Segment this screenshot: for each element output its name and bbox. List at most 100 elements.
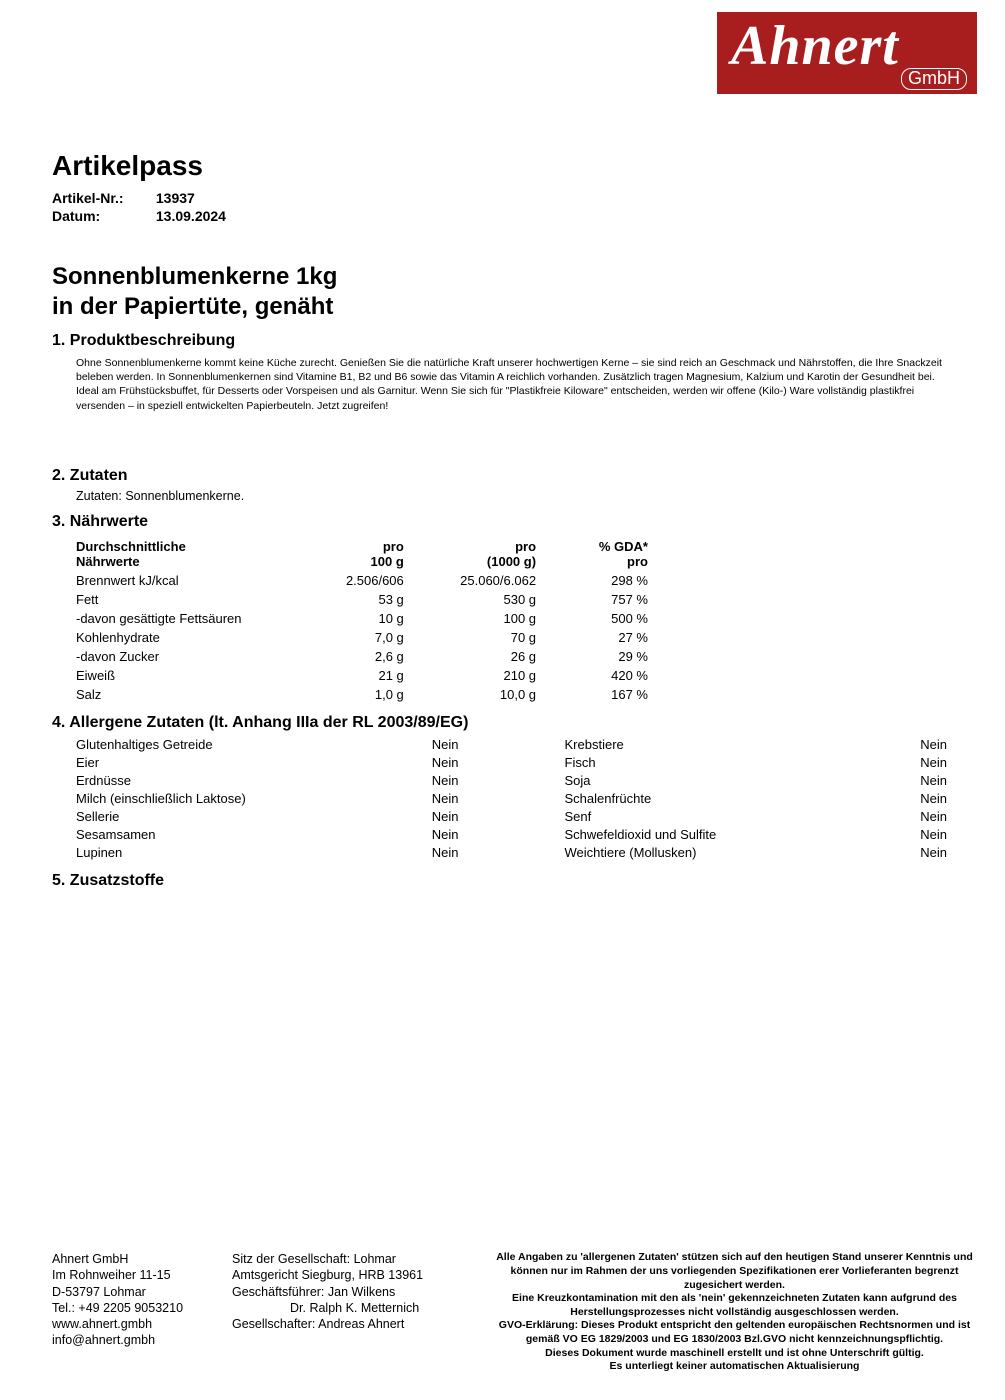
nutrition-row: Kohlenhydrate7,0 g70 g27 % bbox=[76, 628, 656, 647]
nutr-name: -davon Zucker bbox=[76, 647, 300, 666]
allergen-value: Nein bbox=[432, 755, 465, 770]
ingredients-text: Zutaten: Sonnenblumenkerne. bbox=[76, 489, 953, 503]
allergen-name: Weichtiere (Mollusken) bbox=[565, 845, 697, 860]
footer-disclaimer: Alle Angaben zu 'allergenen Zutaten' stü… bbox=[482, 1251, 987, 1374]
allergen-value: Nein bbox=[920, 773, 953, 788]
allergen-row: Schwefeldioxid und SulfiteNein bbox=[565, 826, 954, 844]
allergen-value: Nein bbox=[432, 809, 465, 824]
allergen-row: Senf Nein bbox=[565, 808, 954, 826]
allergen-name: Sesamsamen bbox=[76, 827, 155, 842]
allergen-name: Senf bbox=[565, 809, 592, 824]
disclaimer-2: Eine Kreuzkontamination mit den als 'nei… bbox=[482, 1292, 987, 1319]
nutr-gda: 167 % bbox=[544, 685, 656, 704]
product-title: Sonnenblumenkerne 1kg in der Papiertüte,… bbox=[52, 262, 953, 322]
legal-ceo2: Dr. Ralph K. Metternich bbox=[232, 1300, 462, 1316]
allergen-value: Nein bbox=[432, 773, 465, 788]
nutr-gda: 757 % bbox=[544, 590, 656, 609]
nutr-gda: 298 % bbox=[544, 571, 656, 590]
nutrition-row: Eiweiß21 g210 g420 % bbox=[76, 666, 656, 685]
nutr-p100: 53 g bbox=[300, 590, 412, 609]
nutr-name: Salz bbox=[76, 685, 300, 704]
nutr-name: Kohlenhydrate bbox=[76, 628, 300, 647]
nutr-gda: 500 % bbox=[544, 609, 656, 628]
product-title-l2: in der Papiertüte, genäht bbox=[52, 292, 953, 322]
allergen-value: Nein bbox=[432, 791, 465, 806]
allergen-row: Lupinen Nein bbox=[76, 844, 465, 862]
allergen-value: Nein bbox=[432, 845, 465, 860]
allergen-row: Glutenhaltiges Getreide Nein bbox=[76, 736, 465, 754]
nutr-p1000: 100 g bbox=[412, 609, 544, 628]
nutr-header-1: Durchschnittliche Nährwerte bbox=[76, 537, 300, 571]
nutr-p1000: 26 g bbox=[412, 647, 544, 666]
nutr-gda: 29 % bbox=[544, 647, 656, 666]
nutr-p1000: 70 g bbox=[412, 628, 544, 647]
allergen-row: Soja Nein bbox=[565, 772, 954, 790]
allergen-name: Krebstiere bbox=[565, 737, 624, 752]
nutr-gda: 27 % bbox=[544, 628, 656, 647]
legal-ceo: Geschäftsführer: Jan Wilkens bbox=[232, 1284, 462, 1300]
allergen-value: Nein bbox=[920, 827, 953, 842]
company-city: D-53797 Lohmar bbox=[52, 1284, 212, 1300]
nutr-gda: 420 % bbox=[544, 666, 656, 685]
company-email: info@ahnert.gmbh bbox=[52, 1332, 212, 1348]
meta-date: Datum: 13.09.2024 bbox=[52, 208, 953, 224]
nutr-p100: 21 g bbox=[300, 666, 412, 685]
nutr-p1000: 25.060/6.062 bbox=[412, 571, 544, 590]
disclaimer-4: Dieses Dokument wurde maschinell erstell… bbox=[482, 1347, 987, 1361]
footer-legal: Sitz der Gesellschaft: Lohmar Amtsgerich… bbox=[232, 1251, 462, 1374]
logo-text: Ahnert bbox=[731, 14, 899, 78]
date-label: Datum: bbox=[52, 208, 152, 224]
allergen-row: KrebstiereNein bbox=[565, 736, 954, 754]
allergen-table: Glutenhaltiges GetreideNeinEierNeinErdnü… bbox=[76, 736, 953, 862]
section-3-heading: 3. Nährwerte bbox=[52, 513, 953, 531]
allergen-row: Eier Nein bbox=[76, 754, 465, 772]
nutr-header-2: pro 100 g bbox=[300, 537, 412, 571]
disclaimer-1: Alle Angaben zu 'allergenen Zutaten' stü… bbox=[482, 1251, 987, 1292]
nutr-name: -davon gesättigte Fettsäuren bbox=[76, 609, 300, 628]
section-2-heading: 2. Zutaten bbox=[52, 467, 953, 485]
nutr-p1000: 10,0 g bbox=[412, 685, 544, 704]
allergen-name: Soja bbox=[565, 773, 591, 788]
nutrition-row: -davon Zucker2,6 g26 g29 % bbox=[76, 647, 656, 666]
page-content: Artikelpass Artikel-Nr.: 13937 Datum: 13… bbox=[0, 0, 1005, 890]
section-1-heading: 1. Produktbeschreibung bbox=[52, 332, 953, 350]
product-title-l1: Sonnenblumenkerne 1kg bbox=[52, 262, 953, 292]
footer-company: Ahnert GmbH Im Rohnweiher 11-15 D-53797 … bbox=[52, 1251, 212, 1374]
nutr-name: Eiweiß bbox=[76, 666, 300, 685]
nutr-p100: 2,6 g bbox=[300, 647, 412, 666]
allergen-name: Milch (einschließlich Laktose) bbox=[76, 791, 246, 806]
allergen-name: Glutenhaltiges Getreide bbox=[76, 737, 213, 752]
allergen-value: Nein bbox=[920, 791, 953, 806]
allergen-row: Erdnüsse Nein bbox=[76, 772, 465, 790]
legal-seat: Sitz der Gesellschaft: Lohmar bbox=[232, 1251, 462, 1267]
allergen-name: Eier bbox=[76, 755, 99, 770]
allergen-row: SchalenfrüchteNein bbox=[565, 790, 954, 808]
disclaimer-3: GVO-Erklärung: Dieses Produkt entspricht… bbox=[482, 1319, 987, 1346]
nutr-p100: 10 g bbox=[300, 609, 412, 628]
nutr-p100: 2.506/606 bbox=[300, 571, 412, 590]
allergen-row: FischNein bbox=[565, 754, 954, 772]
allergen-row: SesamsamenNein bbox=[76, 826, 465, 844]
allergen-row: Weichtiere (Mollusken)Nein bbox=[565, 844, 954, 862]
nutr-header-3: pro (1000 g) bbox=[412, 537, 544, 571]
allergen-name: Erdnüsse bbox=[76, 773, 131, 788]
nutrition-row: Salz1,0 g10,0 g167 % bbox=[76, 685, 656, 704]
section-5-heading: 5. Zusatzstoffe bbox=[52, 872, 953, 890]
nutr-header-4: % GDA* pro bbox=[544, 537, 656, 571]
nutr-p100: 1,0 g bbox=[300, 685, 412, 704]
company-street: Im Rohnweiher 11-15 bbox=[52, 1267, 212, 1283]
nutrition-row: Brennwert kJ/kcal2.506/60625.060/6.06229… bbox=[76, 571, 656, 590]
nutr-p100: 7,0 g bbox=[300, 628, 412, 647]
nutr-name: Fett bbox=[76, 590, 300, 609]
legal-shareholder: Gesellschafter: Andreas Ahnert bbox=[232, 1316, 462, 1332]
nutrition-table: Durchschnittliche Nährwerte pro 100 g pr… bbox=[76, 537, 656, 704]
allergen-value: Nein bbox=[920, 809, 953, 824]
allergen-value: Nein bbox=[432, 737, 465, 752]
company-web: www.ahnert.gmbh bbox=[52, 1316, 212, 1332]
allergen-name: Lupinen bbox=[76, 845, 122, 860]
legal-court: Amtsgericht Siegburg, HRB 13961 bbox=[232, 1267, 462, 1283]
date-value: 13.09.2024 bbox=[156, 208, 226, 224]
allergen-value: Nein bbox=[920, 755, 953, 770]
disclaimer-5: Es unterliegt keiner automatischen Aktua… bbox=[482, 1360, 987, 1374]
company-name: Ahnert GmbH bbox=[52, 1251, 212, 1267]
